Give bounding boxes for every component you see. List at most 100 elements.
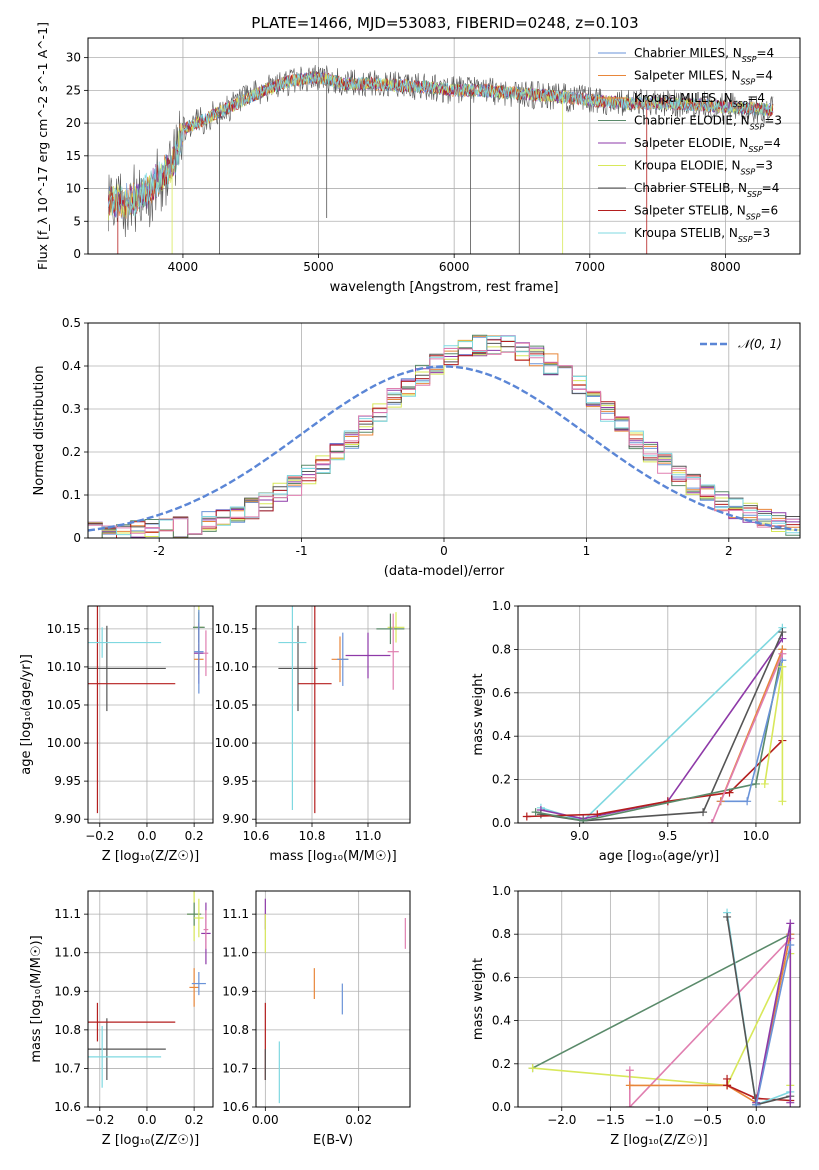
y-tick-label: 10.7 [222,1061,249,1075]
legend-entry-main: Salpeter STELIB, N [634,204,746,218]
y-tick-label: 0.1 [62,488,81,502]
legend-entry: Chabrier ELODIE, NSSP=3 [634,114,782,132]
points [88,891,211,1088]
series-line [629,934,792,1104]
points [88,606,209,814]
x-tick-label: 9.5 [658,829,677,843]
legend-entry-suffix: =4 [755,69,773,83]
legend-entry-sub: SSP [738,235,753,244]
legend-entry-sub: SSP [746,212,761,221]
series-line [540,627,783,822]
x-axis-label: mass [log₁₀(M/M☉)] [269,849,396,864]
y-tick-label: 0.4 [492,729,511,743]
series-line [535,649,784,822]
series-line [540,631,784,822]
series-marker [723,1081,732,1090]
legend-entry-sub: SSP [742,55,757,64]
legend-entry-suffix: =3 [764,114,782,128]
legend-entry-sub: SSP [733,100,748,109]
x-tick-label: 0.00 [252,1113,279,1127]
legend-entry: Salpeter STELIB, NSSP=6 [634,204,778,222]
legend-entry-suffix: =4 [756,46,774,60]
y-tick-label: 10.9 [222,984,249,998]
lines [522,623,787,823]
y-tick-label: 9.90 [54,812,81,826]
series-marker [751,779,760,788]
series-marker [786,941,795,949]
x-tick-label: 4000 [168,260,199,274]
legend-entry-main: Salpeter MILES, N [634,69,741,83]
series-marker [663,797,672,806]
series-line [726,912,791,1106]
x-tick-label: 0 [440,544,448,558]
series-marker [778,662,787,671]
y-tick-label: 10.15 [47,622,81,636]
y-tick-label: 0.3 [62,402,81,416]
series-line [532,953,792,1087]
series-line [726,916,791,1106]
y-tick-label: 10 [66,182,81,196]
legend-entry-main: Kroupa ELODIE, N [634,159,741,173]
y-tick-label: 10.05 [215,698,249,712]
legend-entry: 𝒩(0, 1) [738,337,782,351]
y-axis-label: mass weight [471,673,486,755]
series-marker [723,912,732,921]
y-tick-label: 11.1 [222,907,249,921]
y-tick-label: 9.95 [222,774,249,788]
legend-entry: Kroupa STELIB, NSSP=3 [634,226,770,244]
legend-entry: Chabrier MILES, NSSP=4 [634,46,774,64]
mass-weight-vs-z-panel: −2.0 −1.5 −1.0 −0.5 0.0 0.0 0.2 0.4 0.6 0.8 1.0 Z [… [471,884,801,1148]
x-tick-label: 1 [583,544,591,558]
axes-frame [87,37,801,255]
y-tick-label: 0.5 [62,316,81,330]
y-tick-label: 10.9 [54,984,81,998]
x-tick-label: 0.0 [137,1113,156,1127]
spectra [108,64,774,254]
series-line [629,937,791,1107]
legend-entry-main: Chabrier MILES, N [634,46,742,60]
series-marker [778,628,787,637]
series-marker [778,649,787,658]
x-tick-label: 7000 [575,260,606,274]
y-axis-label: mass [log₁₀(M/M☉)] [29,935,44,1062]
legend-entry: Kroupa ELODIE, NSSP=3 [634,159,773,177]
series-marker [760,779,769,788]
series-marker [522,812,531,821]
points [278,606,405,814]
axes-frame [87,322,801,539]
spectrum-line [108,72,774,218]
y-tick-label: 0 [73,531,81,545]
legend-entry: Salpeter MILES, NSSP=4 [634,69,773,87]
x-tick-label: −2.0 [547,1113,576,1127]
y-tick-label: 10.6 [222,1100,249,1114]
x-tick-label: 2 [725,544,733,558]
series-marker [531,808,540,817]
legend-entry-suffix: =3 [753,226,771,240]
residuals-panel: -2 -1 0 1 2 0 0.1 0.2 0.3 0.4 0.5 (data-model)/erro… [32,316,801,579]
y-tick-label: 0.0 [492,816,511,830]
series-marker [528,1064,537,1073]
y-axis-label: age [log₁₀(age/yr)] [19,654,34,775]
y-tick-label: 11.0 [54,946,81,960]
legend-entry-suffix: =4 [763,136,781,150]
y-tick-label: 0.6 [492,970,511,984]
y-axis-label: Normed distribution [32,366,47,496]
legend-entry: Kroupa MILES, NSSP=4 [634,91,765,109]
legend-entry-main: Chabrier ELODIE, N [634,114,750,128]
x-tick-label: 5000 [303,260,334,274]
x-tick-label: 8000 [710,260,741,274]
mass-vs-ebv-panel: 0.00 0.02 10.6 10.7 10.8 10.9 11.0 11.1 E(B-V) [222,890,411,1148]
series-marker [786,919,795,928]
y-axis-label: Flux [f_λ 10^-17 erg cm^-2 s^-1 A^-1] [35,22,50,270]
legend-entry-main: Kroupa MILES, N [634,91,733,105]
y-tick-label: 0.2 [492,773,511,787]
legend-entry: Chabrier STELIB, NSSP=4 [634,181,779,199]
y-tick-label: 0.2 [62,445,81,459]
y-tick-label: 10.8 [222,1023,249,1037]
mass-weight-vs-age-panel: 9.0 9.5 10.0 0.0 0.2 0.4 0.6 0.8 1.0 age [log₁₀(a… [471,599,801,864]
x-tick-label: 10.0 [743,829,770,843]
histograms [88,334,800,538]
y-tick-label: 9.95 [54,774,81,788]
